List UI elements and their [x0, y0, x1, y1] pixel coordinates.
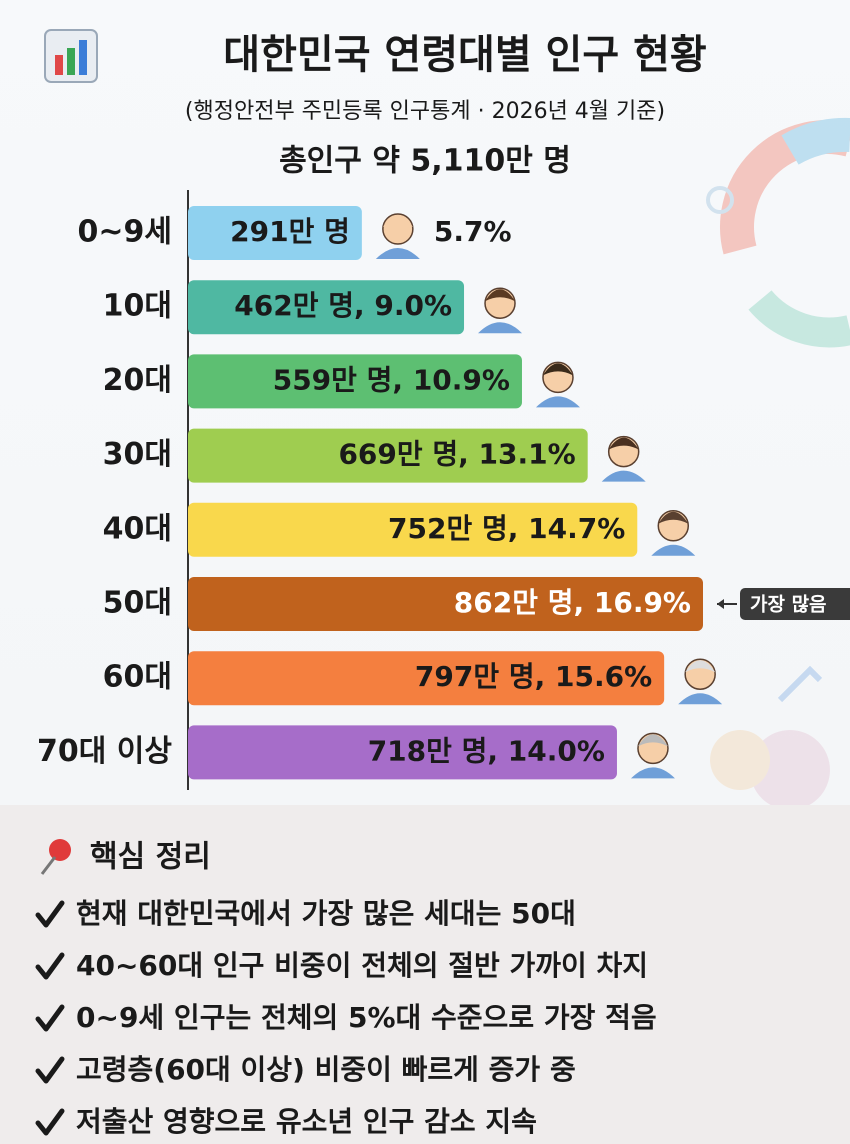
- category-label: 50대: [103, 586, 172, 621]
- person-icon: [478, 287, 523, 334]
- category-label: 20대: [103, 363, 172, 398]
- summary-panel: [0, 805, 850, 1144]
- check-mark: [35, 1004, 65, 1032]
- icon-hair: [608, 437, 639, 450]
- chart-title: 대한민국 연령대별 인구 현황: [223, 32, 706, 78]
- decoration: [706, 117, 850, 810]
- summary-item: 고령층(60대 이상) 비중이 빠르게 증가 중: [76, 1053, 576, 1086]
- title-icon: [44, 29, 98, 83]
- summary-item: 현재 대한민국에서 가장 많은 세대는 50대: [76, 897, 576, 930]
- icon-body: [651, 544, 696, 556]
- icon-body: [478, 322, 523, 334]
- bar: [188, 206, 362, 260]
- icon-hair: [658, 511, 689, 524]
- bar: [188, 280, 465, 335]
- person-icon: [535, 361, 580, 408]
- icon-hair: [382, 215, 413, 227]
- category-label: 70대 이상: [37, 734, 172, 769]
- bar: [188, 428, 588, 483]
- bar: [188, 577, 703, 631]
- category-label: 0~9세: [78, 215, 173, 250]
- icon-hair: [637, 734, 668, 747]
- bar: [188, 725, 617, 780]
- person-icon: [651, 510, 696, 556]
- bar: [188, 651, 665, 706]
- pin-icon: [40, 839, 71, 875]
- value-label: 797만 명, 15.6%: [415, 660, 652, 693]
- person-icon: [601, 435, 646, 482]
- category-label: 10대: [103, 289, 172, 324]
- person-icon: [375, 213, 420, 259]
- icon-body: [535, 396, 580, 408]
- value-label: 462만 명, 9.0%: [234, 289, 452, 322]
- summary-item: 0~9세 인구는 전체의 5%대 수준으로 가장 적음: [76, 1001, 657, 1034]
- value-label: 718만 명, 14.0%: [368, 734, 605, 767]
- icon-body: [630, 767, 675, 779]
- highlight-arrowhead: [717, 599, 724, 609]
- category-label: 30대: [103, 437, 172, 472]
- highlight-label: 가장 많음: [750, 594, 827, 616]
- bar: [188, 502, 638, 557]
- chart-subtitle: (행정안전부 주민등록 인구통계 · 2026년 4월 기준): [185, 99, 665, 124]
- icon-hair: [485, 289, 516, 302]
- icon-hair: [685, 660, 716, 673]
- icon-body: [375, 248, 420, 259]
- icon-hair: [542, 363, 573, 376]
- category-label: 60대: [103, 660, 172, 695]
- summary-item: 40~60대 인구 비중이 전체의 절반 가까이 차지: [76, 949, 648, 982]
- value-label: 559만 명, 10.9%: [273, 363, 510, 396]
- summary-item: 저출산 영향으로 유소년 인구 감소 지속: [76, 1105, 537, 1138]
- icon-body: [678, 693, 723, 705]
- value-label: 669만 명, 13.1%: [338, 438, 575, 471]
- total-label: 총인구 약 5,110만 명: [279, 144, 571, 179]
- category-label: 40대: [103, 511, 172, 546]
- highlight-box: [740, 588, 850, 620]
- check-mark: [35, 900, 65, 928]
- value-label: 291만 명: [230, 215, 350, 248]
- bar: [188, 354, 522, 409]
- value-label: 752만 명, 14.7%: [388, 512, 625, 545]
- percent-label: 5.7%: [434, 215, 512, 248]
- check-mark: [35, 1056, 65, 1084]
- person-icon: [678, 658, 723, 705]
- value-label: 862만 명, 16.9%: [454, 586, 691, 619]
- summary-heading: 핵심 정리: [90, 840, 211, 875]
- check-mark: [35, 952, 65, 980]
- icon-body: [601, 470, 646, 482]
- person-icon: [630, 732, 675, 779]
- check-mark: [35, 1108, 65, 1136]
